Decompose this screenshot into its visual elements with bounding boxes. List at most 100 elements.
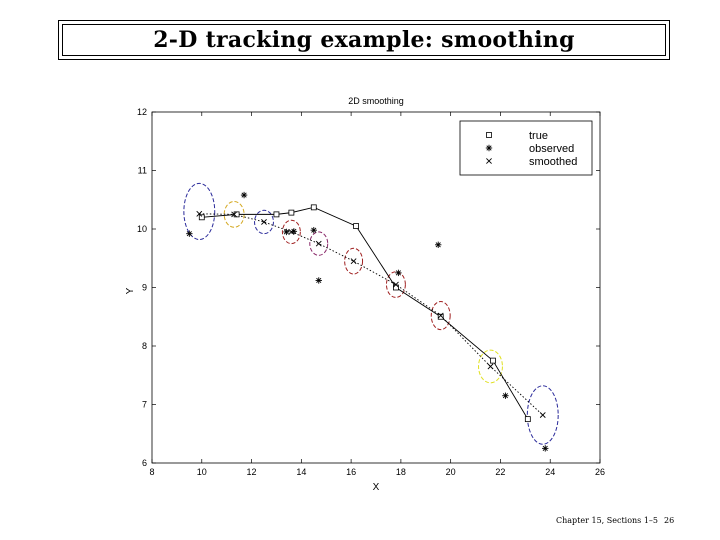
point-smoothed [539, 412, 546, 418]
square-marker [524, 416, 531, 423]
point-true [288, 209, 295, 216]
x-tick-label: 20 [446, 467, 456, 477]
x-tick-label: 10 [197, 467, 207, 477]
error-ellipse [254, 209, 274, 235]
y-axis-label: Y [125, 287, 136, 294]
footer-page-number: 26 [664, 516, 675, 525]
y-tick-label: 12 [137, 107, 147, 117]
point-smoothed [261, 219, 267, 225]
x-tick-label: 22 [495, 467, 505, 477]
y-tick-label: 9 [142, 283, 147, 293]
series-line-true [201, 206, 529, 420]
y-tick-label: 8 [142, 341, 147, 351]
footer-section: Chapter 15, Sections 1–5 [556, 516, 659, 525]
point-observed [435, 241, 442, 248]
square-marker [310, 204, 317, 211]
x-tick-label: 12 [247, 467, 257, 477]
point-observed [542, 445, 549, 452]
square-marker [273, 211, 280, 218]
legend-label-observed: observed [529, 143, 574, 155]
asterisk-stroke [435, 242, 441, 248]
asterisk-stroke [283, 229, 289, 235]
point-true [198, 214, 205, 221]
x-stroke [392, 281, 399, 288]
point-smoothed [437, 312, 444, 319]
error-ellipse [385, 271, 406, 298]
error-ellipse [281, 219, 301, 245]
legend-label-smoothed: smoothed [529, 156, 577, 168]
point-smoothed [392, 281, 399, 288]
y-tick-label: 10 [137, 224, 147, 234]
y-tick-label: 7 [142, 400, 147, 410]
asterisk-stroke [395, 270, 401, 276]
point-true [490, 357, 496, 364]
square-marker [486, 132, 492, 138]
point-true [437, 313, 444, 320]
square-marker [353, 223, 359, 229]
square-marker [490, 357, 496, 364]
series-lines [199, 206, 544, 420]
slide-title-box: 2-D tracking example: smoothing [58, 20, 670, 60]
asterisk-stroke [486, 145, 492, 151]
point-observed [502, 392, 509, 399]
x-stroke [196, 210, 203, 217]
asterisk-stroke [241, 192, 247, 198]
series-markers [186, 191, 549, 452]
x-stroke [288, 229, 295, 235]
legend-marker-true [486, 132, 492, 138]
point-smoothed [350, 258, 357, 265]
error-ellipses [183, 182, 559, 445]
point-smoothed [487, 363, 494, 370]
error-ellipse [478, 349, 503, 384]
y-tick-label: 6 [142, 458, 147, 468]
point-smoothed [231, 211, 238, 218]
point-observed [310, 226, 317, 234]
error-ellipse [526, 385, 559, 445]
asterisk-stroke [542, 445, 548, 451]
x-stroke [315, 240, 322, 247]
x-tick-label: 16 [346, 467, 356, 477]
square-marker [288, 209, 295, 216]
error-ellipse [309, 231, 329, 256]
x-axis-label: X [373, 482, 380, 493]
error-ellipse [344, 247, 364, 275]
series-line-smoothed [199, 213, 544, 416]
square-marker [233, 211, 240, 218]
x-stroke [231, 211, 238, 218]
point-true [310, 204, 317, 211]
point-smoothed [288, 229, 295, 235]
error-ellipse [183, 182, 216, 241]
chart-title: 2D smoothing [348, 96, 404, 106]
point-observed [395, 269, 402, 277]
slide-title: 2-D tracking example: smoothing [153, 27, 575, 53]
point-observed [240, 191, 248, 199]
x-tick-label: 18 [396, 467, 406, 477]
x-tick-label: 14 [296, 467, 306, 477]
legend-box [459, 120, 593, 176]
asterisk-stroke [316, 277, 322, 284]
square-marker [437, 313, 444, 320]
legend-marker-smoothed [486, 158, 492, 164]
x-stroke [437, 312, 444, 319]
x-tick-label: 24 [545, 467, 555, 477]
point-smoothed [196, 210, 203, 217]
x-tick-label: 26 [595, 467, 605, 477]
point-true [524, 416, 531, 423]
legend-label-true: true [529, 130, 548, 142]
x-stroke [539, 412, 546, 418]
asterisk-stroke [502, 393, 509, 399]
x-stroke [350, 258, 357, 265]
axis-ticks: 8 10 12 14 16 18 20 22 24 26 6 7 8 9 10 11 12 [137, 107, 605, 477]
point-true [353, 223, 359, 229]
asterisk-stroke [186, 231, 192, 237]
square-marker [198, 214, 205, 221]
legend-marker-observed [485, 144, 493, 152]
x-stroke [261, 219, 267, 225]
asterisk-stroke [311, 227, 317, 233]
x-stroke [486, 158, 492, 164]
point-observed [283, 228, 290, 236]
slide-title-frame: 2-D tracking example: smoothing [62, 24, 666, 56]
point-smoothed [315, 240, 322, 247]
